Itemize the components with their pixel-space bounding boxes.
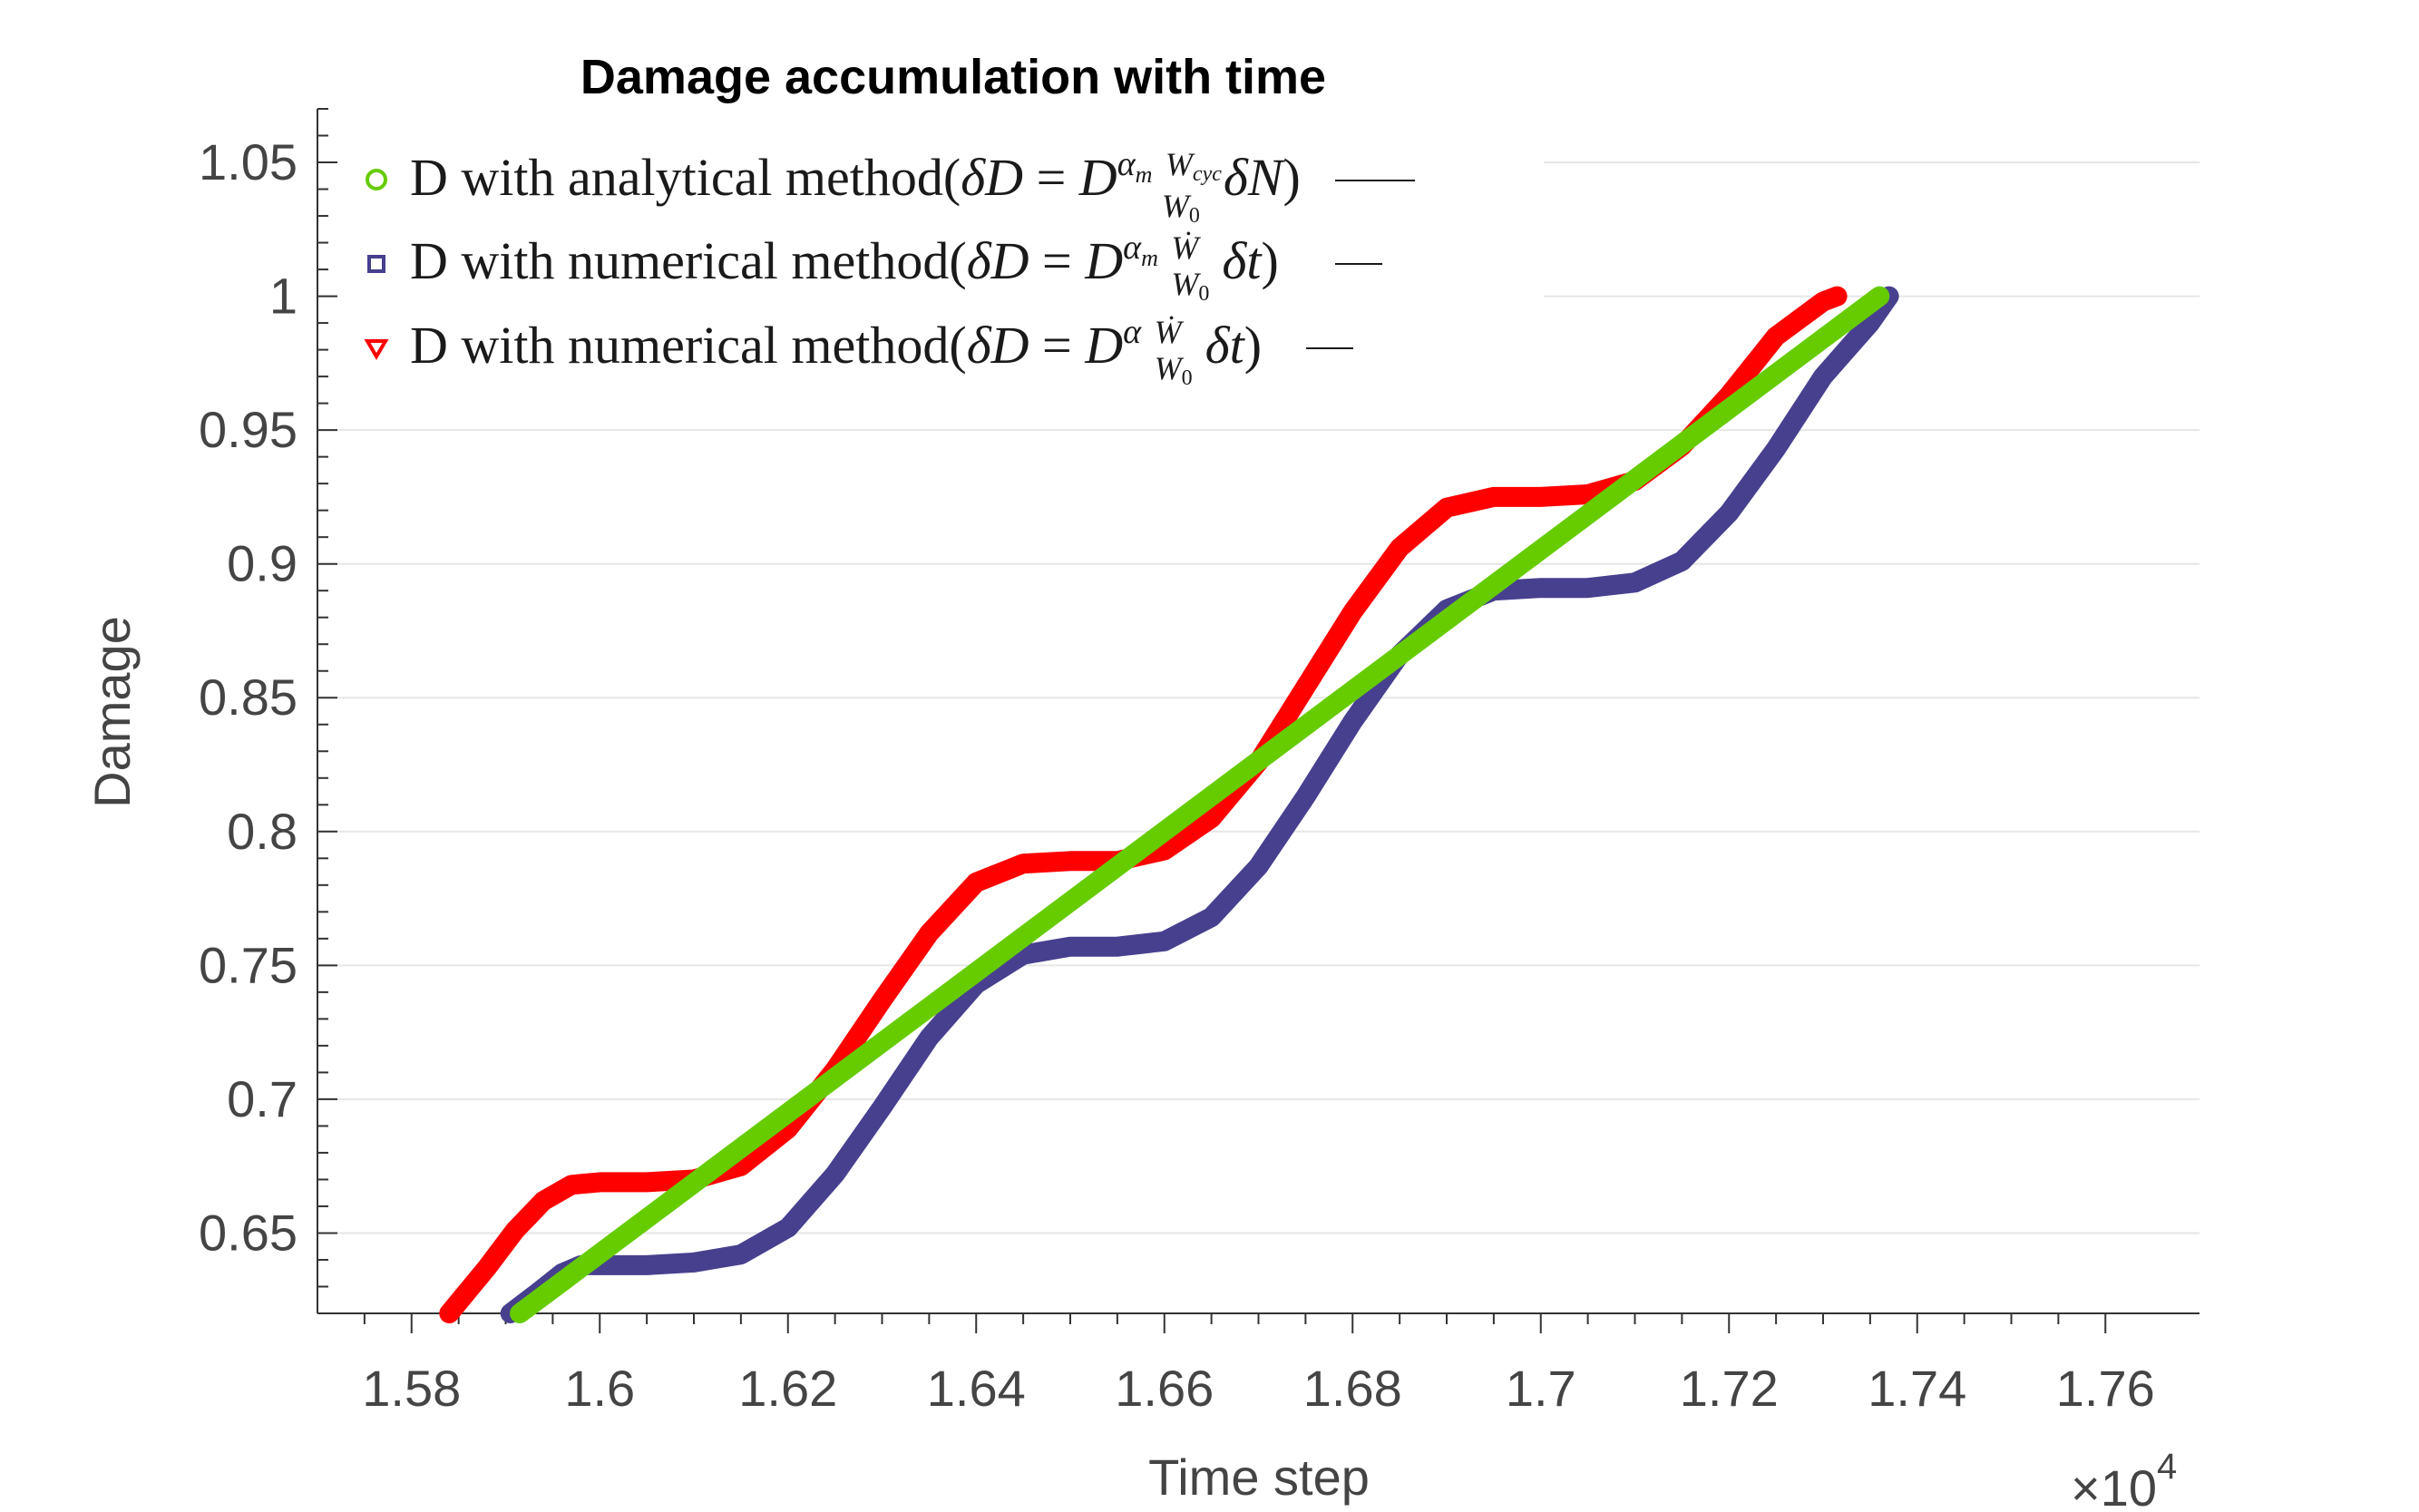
x-tick-label: 1.6 [564,1360,635,1417]
y-tick-label: 0.9 [227,535,297,592]
x-tick-label: 1.72 [1680,1360,1779,1417]
x-tick-label: 1.62 [738,1360,837,1417]
y-tick-label: 0.85 [199,668,297,726]
legend-entry-analytical: D with analytical method(δD = Dαm Wcyc W0… [410,145,1301,228]
y-tick-label: 0.8 [227,803,297,860]
x-tick-label: 1.74 [1868,1360,1966,1417]
x-axis-label: Time step [1148,1449,1370,1506]
x-ticks: 1.58 1.6 1.62 1.64 1.66 1.68 1.7 1.72 1.74 1.76 [362,1313,2155,1417]
y-tick-label: 0.95 [199,401,297,458]
y-tick-label: 0.65 [199,1204,297,1261]
legend-marker-circle-icon [366,169,387,190]
y-tick-label: 0.7 [227,1070,297,1127]
x-exponent-base: ×10 [2071,1459,2157,1512]
series-lines [439,286,1899,1323]
y-ticks: 0.65 0.7 0.75 0.8 0.85 0.9 0.95 1 1.05 [199,108,337,1314]
x-tick-label: 1.7 [1506,1360,1576,1417]
y-tick-label: 1 [269,268,297,325]
legend-entry-numerical-alpha: D with numerical method(δD = Dα Ẇ W0δt) [410,313,1262,390]
series-line-numerical-alpha-m [500,286,1899,1323]
x-exponent-label: ×104 [2071,1447,2177,1512]
series-line-analytical [510,286,1890,1323]
legend-marker-triangle-icon [364,339,389,360]
legend-entry-numerical-alpha-m: D with numerical method(δD = Dαm Ẇ W0δt) [410,229,1279,306]
y-tick-label: 1.05 [199,133,297,190]
x-tick-label: 1.58 [362,1360,461,1417]
y-tick-label: 0.75 [199,936,297,993]
x-tick-label: 1.66 [1115,1360,1214,1417]
legend-marker-square-icon [367,255,385,273]
chart-title: Damage accumulation with time [580,50,1326,104]
x-tick-label: 1.64 [927,1360,1026,1417]
x-exponent-power: 4 [2157,1447,2177,1487]
y-axis-label: Damage [83,616,141,808]
x-tick-label: 1.68 [1303,1360,1402,1417]
legend: D with analytical method(δD = Dαm Wcyc W0… [364,145,1415,390]
x-tick-label: 1.76 [2056,1360,2155,1417]
